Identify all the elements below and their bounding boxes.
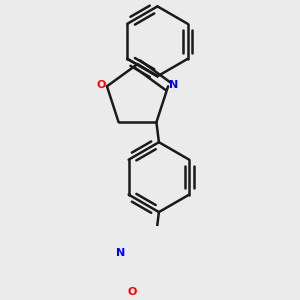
Text: N: N <box>116 248 125 258</box>
Text: O: O <box>97 80 106 90</box>
Text: N: N <box>169 80 178 90</box>
Text: O: O <box>127 287 137 297</box>
